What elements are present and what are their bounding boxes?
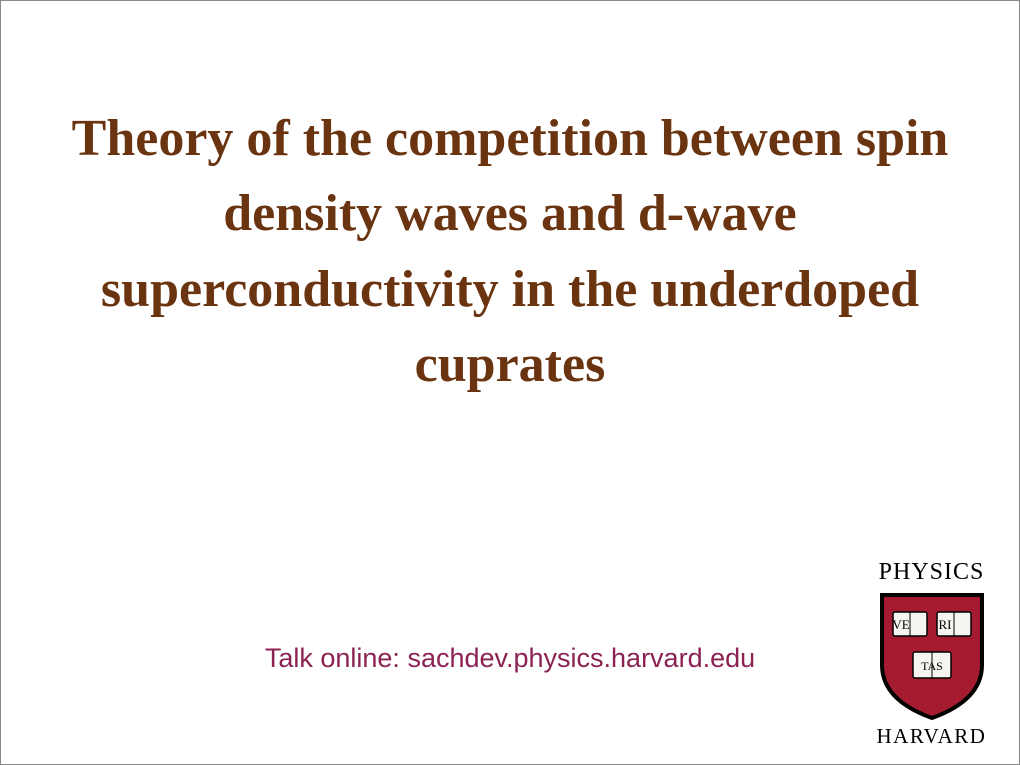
physics-label: PHYSICS <box>879 559 985 586</box>
svg-text:RI: RI <box>938 617 951 632</box>
harvard-label: HARVARD <box>877 724 987 749</box>
svg-text:TAS: TAS <box>921 659 943 673</box>
harvard-physics-logo: PHYSICS VE RI TAS HARVARD <box>864 559 999 749</box>
slide-title: Theory of the competition between spin d… <box>41 101 979 403</box>
harvard-shield-icon: VE RI TAS <box>877 590 987 720</box>
talk-link-text: Talk online: sachdev.physics.harvard.edu <box>41 643 979 674</box>
svg-text:VE: VE <box>892 617 909 632</box>
